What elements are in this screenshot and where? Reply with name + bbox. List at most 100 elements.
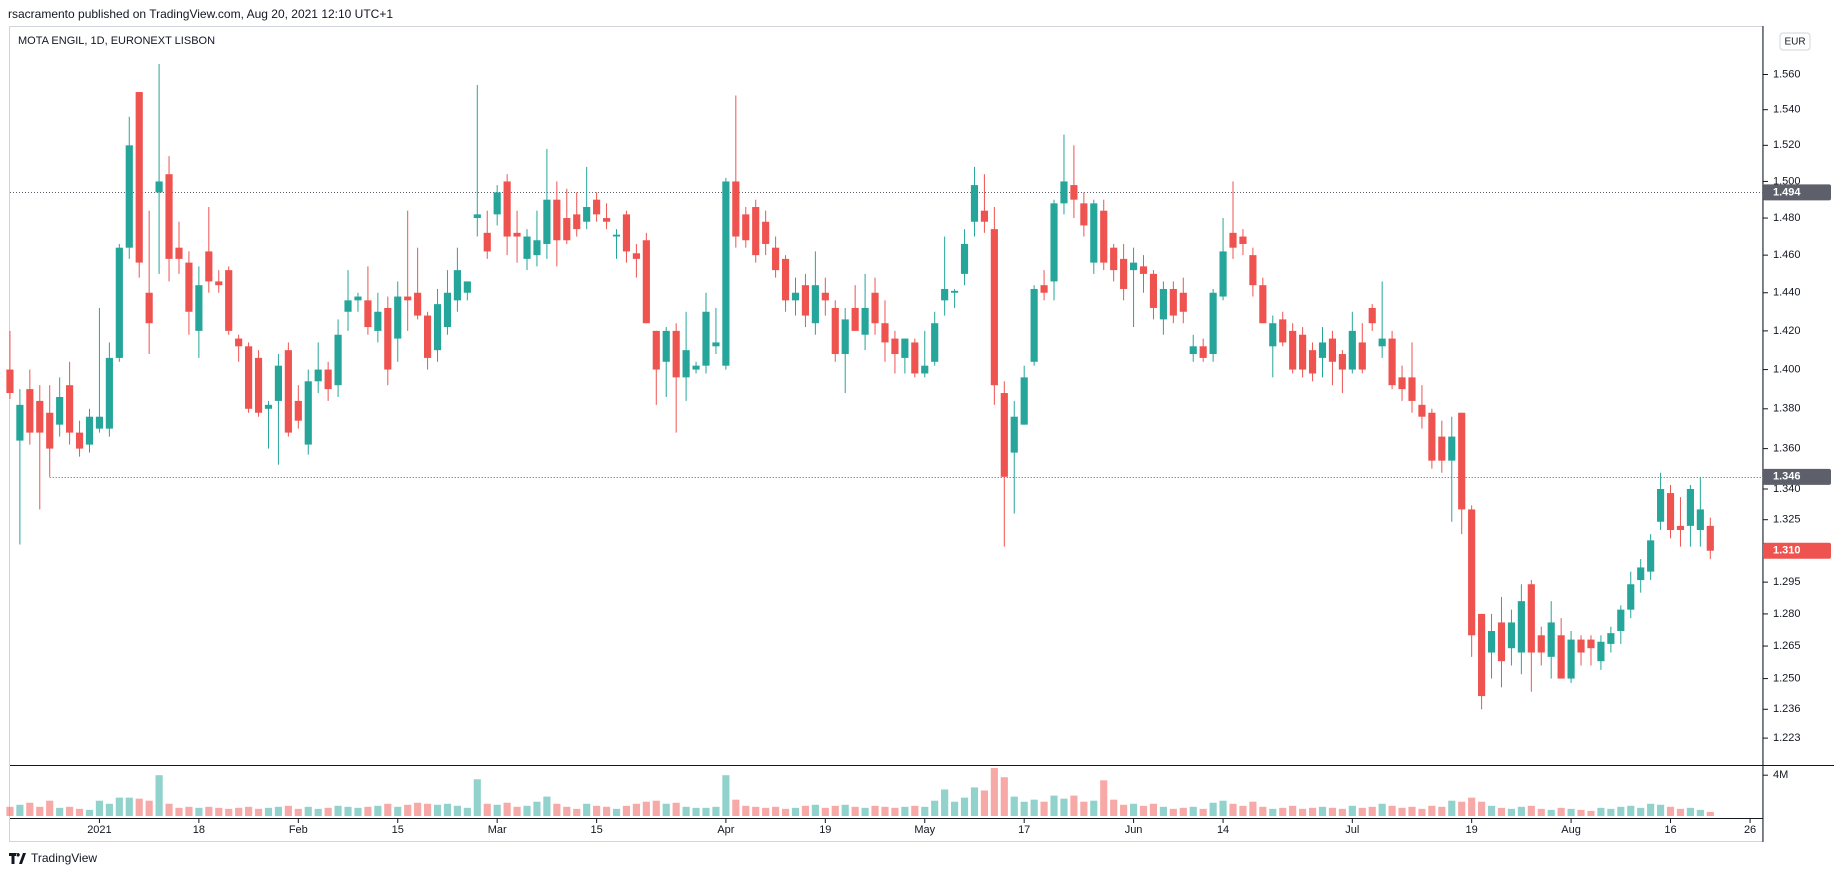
candle-body bbox=[1686, 489, 1694, 526]
candle-body bbox=[6, 369, 14, 394]
volume-bar bbox=[891, 807, 899, 816]
volume-bar bbox=[901, 806, 909, 816]
candle-body bbox=[304, 381, 312, 445]
volume-bar bbox=[563, 806, 571, 816]
volume-bar bbox=[1597, 807, 1605, 816]
candle bbox=[752, 199, 760, 263]
candle bbox=[1299, 327, 1307, 378]
candle-body bbox=[1318, 342, 1327, 358]
candle-body bbox=[951, 290, 959, 293]
y-tick-label: 1.500 bbox=[1773, 175, 1801, 187]
candle-body bbox=[1279, 319, 1287, 343]
candle-body bbox=[811, 285, 819, 324]
candle-body bbox=[294, 400, 302, 421]
candle-body bbox=[831, 307, 839, 355]
volume-bar bbox=[56, 807, 64, 816]
volume-bar bbox=[26, 802, 34, 816]
candle-body bbox=[1328, 338, 1337, 362]
volume-bar bbox=[304, 806, 312, 816]
volume-bar bbox=[1179, 807, 1187, 816]
y-tick-label: 1.265 bbox=[1773, 640, 1801, 652]
candle bbox=[1090, 199, 1098, 274]
candle bbox=[1159, 281, 1167, 335]
candle bbox=[493, 185, 501, 226]
candle bbox=[1000, 381, 1008, 547]
candle bbox=[821, 277, 829, 316]
candle-body bbox=[225, 270, 233, 331]
volume-bar bbox=[483, 803, 491, 816]
candle-body bbox=[1040, 285, 1048, 293]
volume-bar bbox=[1478, 801, 1486, 816]
candle-body bbox=[443, 292, 452, 328]
candle-body bbox=[593, 199, 601, 215]
volume-bar bbox=[642, 801, 650, 816]
candle bbox=[871, 277, 879, 335]
volume-bar bbox=[1497, 807, 1506, 816]
volume-bar bbox=[712, 806, 720, 816]
candle-body bbox=[1696, 509, 1704, 531]
candle-body bbox=[801, 285, 810, 316]
candle bbox=[612, 229, 621, 259]
candle-body bbox=[543, 199, 551, 244]
volume-bar bbox=[1428, 805, 1436, 816]
candle-body bbox=[1428, 412, 1436, 461]
x-tick-label: Apr bbox=[717, 824, 734, 836]
volume-bar bbox=[632, 803, 640, 816]
candle bbox=[682, 311, 690, 401]
candle-body bbox=[1487, 631, 1496, 653]
candle bbox=[364, 266, 372, 335]
candle bbox=[1318, 327, 1327, 378]
volume-bar bbox=[324, 807, 332, 816]
candle-body bbox=[881, 323, 889, 343]
volume-bar bbox=[115, 797, 123, 816]
candle-body bbox=[1070, 185, 1078, 200]
volume-bar bbox=[1418, 808, 1426, 816]
candle bbox=[1308, 342, 1317, 382]
candle-body bbox=[573, 214, 581, 230]
candle-body bbox=[235, 338, 243, 347]
candle bbox=[1388, 330, 1396, 390]
candle bbox=[195, 266, 203, 358]
candle-body bbox=[75, 432, 84, 449]
candle-body bbox=[324, 369, 332, 390]
candle bbox=[155, 64, 163, 274]
candle bbox=[1348, 311, 1356, 374]
candle-body bbox=[1199, 346, 1207, 358]
candle bbox=[1478, 613, 1486, 710]
candle bbox=[1358, 323, 1366, 374]
volume-bar bbox=[225, 808, 233, 816]
candle-body bbox=[722, 181, 730, 366]
candle bbox=[970, 166, 979, 237]
candle bbox=[1199, 338, 1207, 362]
candle bbox=[1428, 408, 1436, 469]
candle-body bbox=[1020, 377, 1028, 425]
candle bbox=[632, 243, 640, 278]
candle bbox=[1657, 472, 1665, 531]
volume-bar bbox=[762, 807, 770, 816]
candle-body bbox=[254, 357, 263, 413]
volume-bar bbox=[1627, 805, 1635, 816]
candle-body bbox=[1497, 622, 1506, 662]
volume-bar bbox=[811, 804, 819, 816]
candle-body bbox=[1627, 584, 1635, 610]
candle bbox=[1438, 420, 1446, 473]
candle-body bbox=[135, 92, 143, 263]
x-tick-label: 19 bbox=[1466, 824, 1478, 836]
volume-bar bbox=[294, 808, 302, 816]
candle bbox=[533, 210, 541, 267]
candle-body bbox=[1149, 273, 1158, 308]
candle bbox=[881, 300, 889, 362]
volume-tick-label: 4M bbox=[1773, 769, 1788, 781]
x-tick-label: May bbox=[914, 824, 935, 836]
x-tick-label: 19 bbox=[819, 824, 831, 836]
candle bbox=[1229, 181, 1237, 259]
candle-body bbox=[423, 315, 432, 358]
candle bbox=[523, 229, 531, 271]
volume-bar bbox=[1458, 801, 1466, 816]
candle bbox=[1169, 281, 1177, 324]
volume-bar bbox=[443, 803, 452, 816]
currency-badge[interactable] bbox=[1779, 32, 1811, 51]
candle-body bbox=[1209, 292, 1217, 355]
candle bbox=[1587, 635, 1595, 666]
